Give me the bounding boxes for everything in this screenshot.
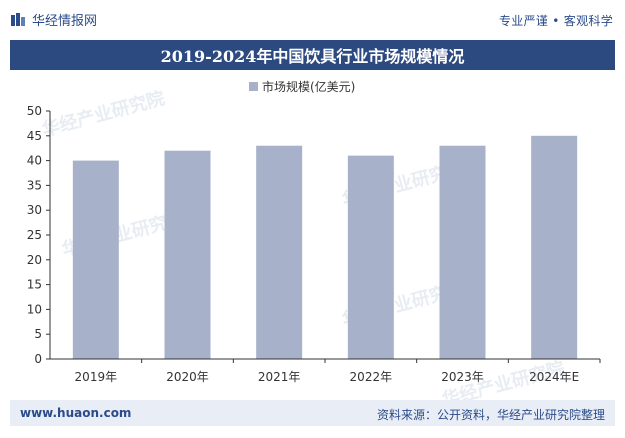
y-tick-label: 40	[27, 154, 42, 168]
footer-source: 资料来源：公开资料，华经产业研究院整理	[376, 408, 605, 422]
y-tick-label: 5	[34, 327, 42, 341]
top-bar: 华经情报网 专业严谨 • 客观科学	[0, 0, 625, 38]
brand[interactable]: 华经情报网	[10, 10, 97, 29]
x-tick-label: 2023年	[441, 370, 484, 384]
y-tick-label: 25	[27, 228, 42, 242]
x-tick-label: 2021年	[258, 370, 301, 384]
brand-logo-icon	[11, 12, 25, 26]
x-tick-label: 2024年E	[529, 370, 579, 384]
chart-title: 2019-2024年中国饮具行业市场规模情况	[160, 47, 465, 66]
bar	[164, 150, 211, 359]
y-axis: 0 5 10 15 20 25 30 35 40 45 50	[27, 104, 51, 366]
bar	[439, 145, 486, 359]
legend-swatch	[249, 82, 258, 91]
bar	[72, 160, 119, 359]
brand-name: 华经情报网	[32, 14, 98, 29]
y-tick-label: 45	[27, 129, 42, 143]
x-axis: 2019年 2020年 2021年 2022年 2023年 2024年E	[50, 358, 601, 384]
bar	[347, 155, 394, 359]
bar	[531, 135, 578, 359]
bars	[72, 135, 578, 359]
x-tick-label: 2019年	[75, 370, 118, 384]
y-tick-label: 0	[34, 352, 42, 366]
y-tick-label: 50	[27, 104, 42, 118]
y-tick-label: 35	[27, 178, 42, 192]
legend: 市场规模(亿美元)	[249, 79, 355, 94]
footer: www.huaon.com 资料来源：公开资料，华经产业研究院整理	[10, 400, 615, 426]
y-tick-label: 30	[27, 203, 42, 217]
y-tick-label: 20	[27, 253, 42, 267]
bar-chart: 市场规模(亿美元) 0 5 10 15 20 25 30 35 40 45 50 2019年 2020…	[27, 79, 601, 384]
y-tick-label: 15	[27, 278, 42, 292]
bar	[256, 145, 303, 359]
tagline: 专业严谨 • 客观科学	[498, 14, 613, 28]
legend-label: 市场规模(亿美元)	[262, 79, 355, 94]
x-tick-label: 2022年	[350, 370, 393, 384]
title-bar: 2019-2024年中国饮具行业市场规模情况	[10, 40, 615, 70]
x-tick-label: 2020年	[166, 370, 209, 384]
footer-website[interactable]: www.huaon.com	[20, 406, 132, 420]
y-tick-label: 10	[27, 302, 42, 316]
